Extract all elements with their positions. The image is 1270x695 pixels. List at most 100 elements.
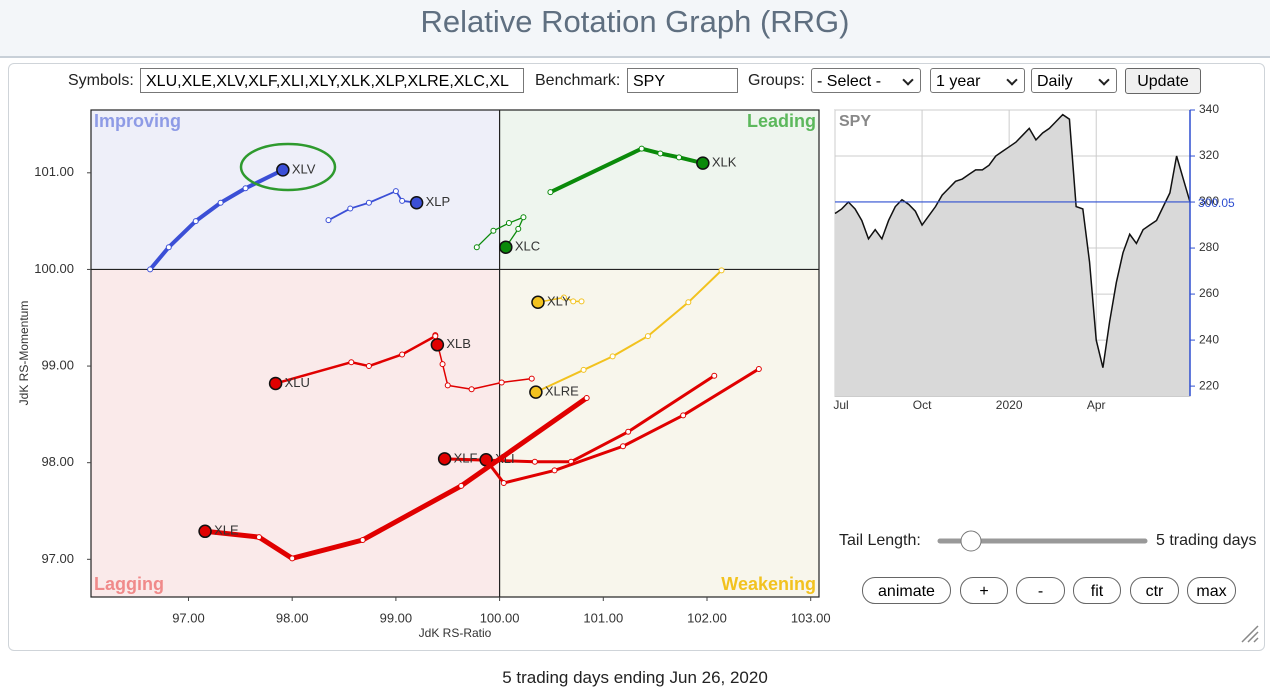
x-tick-label: Apr — [1087, 398, 1106, 412]
series-label: XLRE — [545, 384, 579, 399]
tail — [537, 296, 583, 304]
tail-point — [473, 244, 480, 251]
head-point — [276, 163, 290, 177]
chart-button[interactable]: - — [1016, 577, 1065, 604]
series-label: XLV — [292, 161, 316, 176]
y-tick-label: 98.00 — [41, 454, 74, 469]
x-axis-label: JdK RS-Ratio — [419, 626, 492, 640]
quadrant-label: Weakening — [721, 574, 816, 594]
symbols-input[interactable]: XLU,XLE,XLV,XLF,XLI,XLY,XLK,XLP,XLRE,XLC… — [140, 68, 524, 93]
head-point — [198, 524, 212, 539]
price-line — [834, 113, 1191, 368]
price-area — [835, 114, 1190, 396]
series-label: XLK — [712, 155, 737, 170]
chart-button[interactable]: fit — [1073, 577, 1121, 604]
series-label: XLB — [446, 336, 471, 351]
resize-handle — [1241, 625, 1259, 643]
y-axis-label: JdK RS-Momentum — [17, 301, 31, 406]
tail-point — [348, 359, 355, 366]
last-value-label: 300.05 — [1198, 196, 1235, 210]
series-label: XLE — [214, 523, 239, 538]
period-select[interactable]: 1 year — [930, 68, 1025, 93]
tail-point — [711, 372, 718, 379]
series-label: XLF — [454, 450, 478, 465]
tail-point — [458, 482, 465, 489]
tail-point — [432, 333, 439, 340]
x-tick-label: Oct — [913, 398, 932, 412]
chart-button[interactable]: animate — [862, 577, 951, 604]
x-tick-label: 97.00 — [172, 610, 205, 625]
head-point — [409, 196, 424, 210]
tail-point — [498, 379, 505, 386]
tail-point — [528, 375, 535, 382]
tail — [534, 269, 723, 394]
x-tick-label: 103.00 — [791, 610, 831, 625]
page-title: Relative Rotation Graph (RRG) — [420, 4, 850, 39]
tail-point — [609, 353, 616, 360]
head-point — [430, 338, 445, 352]
tail-point — [657, 150, 664, 157]
x-tick-label: 99.00 — [380, 610, 413, 625]
y-tick-label: 260 — [1199, 286, 1219, 300]
tail-length-value: 5 trading days — [1156, 532, 1257, 549]
series-label: XLU — [285, 375, 310, 390]
tail-point — [399, 197, 406, 204]
tail-point — [520, 214, 527, 221]
tail-point — [289, 555, 296, 562]
series-label: XLY — [547, 294, 571, 309]
tail-point — [578, 298, 585, 305]
symbols-label: Symbols: — [68, 72, 134, 89]
y-tick-label: 240 — [1199, 332, 1219, 346]
groups-select[interactable]: - Select - — [811, 68, 921, 93]
chart-button[interactable]: + — [960, 577, 1008, 604]
groups-label: Groups: — [748, 72, 805, 89]
tail-point — [625, 428, 632, 435]
chart-button[interactable]: max — [1187, 577, 1236, 604]
y-tick-label: 340 — [1199, 102, 1219, 116]
header: Relative Rotation Graph (RRG) — [0, 0, 1270, 58]
tail-point — [365, 363, 372, 370]
update-button[interactable]: Update — [1125, 68, 1201, 94]
tail-point — [580, 366, 587, 373]
tail-point — [500, 479, 507, 486]
mini-title: SPY — [839, 113, 871, 130]
tail-point — [439, 361, 446, 368]
y-tick-label: 220 — [1199, 378, 1219, 392]
head-point — [499, 240, 513, 254]
tail-point — [718, 267, 725, 274]
tail-point — [347, 205, 354, 212]
tail — [484, 367, 761, 485]
plot-frame — [90, 109, 820, 598]
tail-point — [325, 217, 332, 224]
series-label: XLC — [515, 239, 540, 254]
tail-point — [359, 536, 366, 543]
head-point — [529, 385, 543, 399]
benchmark-input[interactable]: SPY — [627, 68, 738, 93]
footer: 5 trading days ending Jun 26, 2020 — [502, 668, 768, 687]
quadrant — [499, 269, 819, 597]
head-point — [437, 452, 452, 466]
y-tick-label: 101.00 — [34, 164, 74, 179]
chart-button[interactable]: ctr — [1130, 577, 1179, 604]
x-tick-label: Jul — [833, 398, 848, 412]
tail-point — [755, 365, 762, 372]
tail-point — [444, 382, 451, 389]
quadrant-label: Lagging — [94, 574, 164, 594]
x-tick-label: 2020 — [996, 398, 1023, 412]
tail-point — [547, 189, 554, 196]
tail-point — [676, 154, 682, 161]
tail-point — [468, 386, 475, 393]
tail-point — [392, 188, 399, 195]
x-tick-label: 98.00 — [276, 610, 309, 625]
series-label: XLP — [426, 194, 451, 209]
tail-point — [256, 534, 262, 541]
tail-point — [680, 412, 687, 419]
slider-knob[interactable] — [960, 530, 982, 552]
interval-select[interactable]: Daily — [1031, 68, 1117, 93]
tail-point — [644, 333, 651, 340]
quadrant-label: Leading — [747, 111, 816, 131]
benchmark-label: Benchmark: — [535, 72, 621, 89]
head-point — [531, 295, 545, 310]
y-tick-label: 99.00 — [41, 357, 74, 372]
